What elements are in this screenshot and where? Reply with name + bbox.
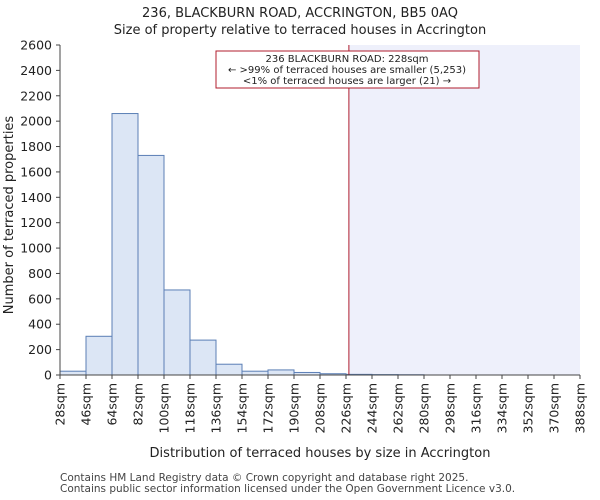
y-tick-label-2200: 2200 xyxy=(20,88,52,103)
y-tick-label-600: 600 xyxy=(28,291,52,306)
bar-118sqm xyxy=(189,339,217,376)
bar-46sqm xyxy=(85,335,113,376)
larger-region-shade xyxy=(348,45,580,375)
x-tick-label-46sqm: 46sqm xyxy=(79,383,94,426)
bar-172sqm xyxy=(267,369,295,376)
y-tick-label-1600: 1600 xyxy=(20,164,52,179)
footer: Contains HM Land Registry data © Crown c… xyxy=(60,473,515,495)
x-tick-label-190sqm: 190sqm xyxy=(287,383,302,433)
y-tick-label-2600: 2600 xyxy=(20,38,52,53)
chart-title: 236, BLACKBURN ROAD, ACCRINGTON, BB5 0AQ xyxy=(142,6,458,21)
x-tick-label-334sqm: 334sqm xyxy=(495,383,510,433)
y-tick-label-1000: 1000 xyxy=(20,241,52,256)
footer-line-1: Contains HM Land Registry data © Crown c… xyxy=(60,472,469,484)
footer-line-2: Contains public sector information licen… xyxy=(60,483,516,495)
bar-28sqm xyxy=(59,370,87,376)
y-tick-label-2000: 2000 xyxy=(20,114,52,129)
x-tick-label-136sqm: 136sqm xyxy=(209,383,224,433)
annotation-line-2: ← >99% of terraced houses are smaller (5… xyxy=(228,65,466,76)
y-tick-label-1800: 1800 xyxy=(20,139,52,154)
bar-64sqm xyxy=(111,113,139,376)
bar-154sqm xyxy=(241,370,269,376)
y-tick-label-800: 800 xyxy=(28,266,52,281)
bar-82sqm xyxy=(137,154,165,376)
x-tick-label-100sqm: 100sqm xyxy=(157,383,172,433)
x-tick-label-244sqm: 244sqm xyxy=(365,383,380,433)
x-tick-label-118sqm: 118sqm xyxy=(183,383,198,433)
bar-100sqm xyxy=(163,289,191,376)
x-tick-label-280sqm: 280sqm xyxy=(417,383,432,433)
x-tick-label-352sqm: 352sqm xyxy=(521,383,536,433)
x-tick-label-154sqm: 154sqm xyxy=(235,383,250,433)
annotation-box: 236 BLACKBURN ROAD: 228sqm ← >99% of ter… xyxy=(215,50,480,89)
chart-subtitle: Size of property relative to terraced ho… xyxy=(114,23,486,38)
x-tick-label-172sqm: 172sqm xyxy=(261,383,276,433)
y-tick-label-1200: 1200 xyxy=(20,215,52,230)
x-tick-label-64sqm: 64sqm xyxy=(105,383,120,426)
x-tick-label-388sqm: 388sqm xyxy=(573,383,588,433)
annotation-line-1: 236 BLACKBURN ROAD: 228sqm xyxy=(265,54,428,65)
x-tick-label-262sqm: 262sqm xyxy=(391,383,406,433)
plot-area: 0 200 400 600 800 1000 1200 1400 1600 1800 2000 220… xyxy=(20,38,587,434)
y-tick-label-1400: 1400 xyxy=(20,190,52,205)
x-tick-label-82sqm: 82sqm xyxy=(131,383,146,426)
annotation-frame xyxy=(215,50,480,89)
x-tick-label-370sqm: 370sqm xyxy=(547,383,562,433)
bar-136sqm xyxy=(215,363,243,376)
y-tick-label-400: 400 xyxy=(28,317,52,332)
x-tick-label-28sqm: 28sqm xyxy=(53,383,68,426)
y-tick-label-2400: 2400 xyxy=(20,63,52,78)
y-axis-label: Number of terraced properties xyxy=(2,116,17,315)
x-tick-label-226sqm: 226sqm xyxy=(339,383,354,433)
y-tick-label-0: 0 xyxy=(44,368,52,383)
y-tick-label-200: 200 xyxy=(28,342,52,357)
annotation-line-3: <1% of terraced houses are larger (21) → xyxy=(243,76,451,87)
x-axis-label: Distribution of terraced houses by size … xyxy=(150,446,491,461)
x-tick-label-208sqm: 208sqm xyxy=(313,383,328,433)
x-tick-label-316sqm: 316sqm xyxy=(469,383,484,433)
x-tick-label-298sqm: 298sqm xyxy=(443,383,458,433)
